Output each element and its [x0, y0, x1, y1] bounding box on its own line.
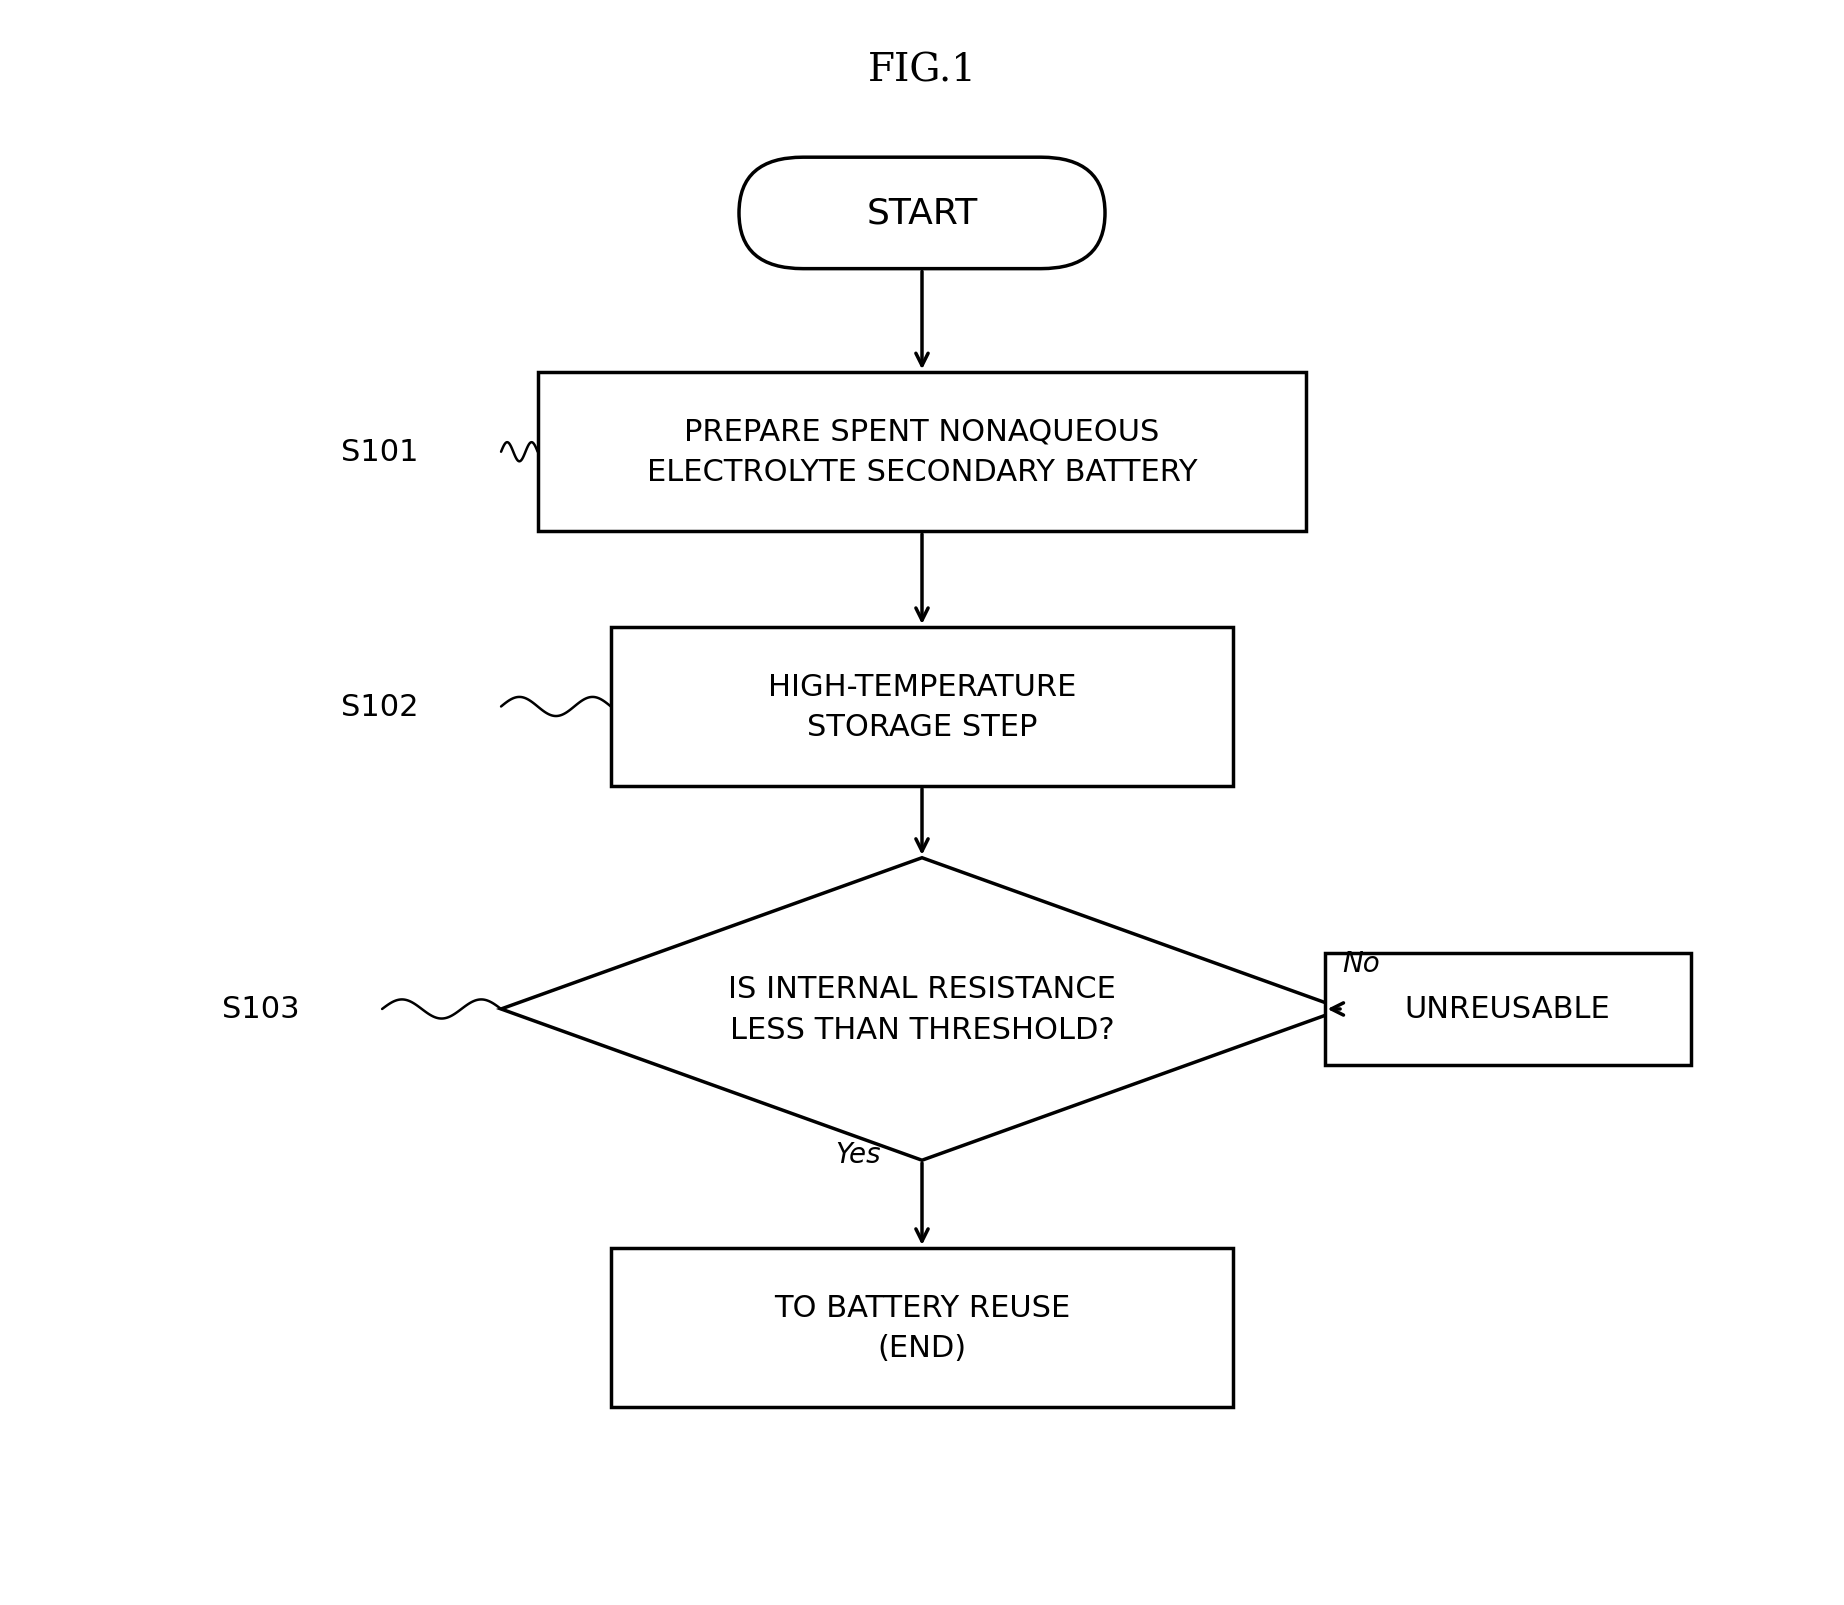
Text: IS INTERNAL RESISTANCE
LESS THAN THRESHOLD?: IS INTERNAL RESISTANCE LESS THAN THRESHO…	[728, 974, 1116, 1045]
Text: HIGH-TEMPERATURE
STORAGE STEP: HIGH-TEMPERATURE STORAGE STEP	[767, 672, 1077, 742]
Bar	[610, 628, 1234, 786]
Bar	[610, 1249, 1234, 1408]
Text: S101: S101	[341, 438, 419, 467]
Bar	[1324, 953, 1691, 1066]
Text: S102: S102	[341, 692, 419, 722]
Bar	[538, 372, 1306, 531]
Text: TO BATTERY REUSE
(END): TO BATTERY REUSE (END)	[774, 1294, 1070, 1363]
Polygon shape	[502, 859, 1342, 1160]
Text: S103: S103	[221, 995, 301, 1024]
Text: PREPARE SPENT NONAQUEOUS
ELECTROLYTE SECONDARY BATTERY: PREPARE SPENT NONAQUEOUS ELECTROLYTE SEC…	[647, 417, 1197, 488]
Text: UNREUSABLE: UNREUSABLE	[1405, 995, 1610, 1024]
Text: No: No	[1342, 950, 1379, 977]
Text: FIG.1: FIG.1	[867, 51, 977, 88]
Text: START: START	[867, 197, 977, 231]
Text: Yes: Yes	[835, 1141, 881, 1168]
FancyBboxPatch shape	[739, 159, 1105, 270]
